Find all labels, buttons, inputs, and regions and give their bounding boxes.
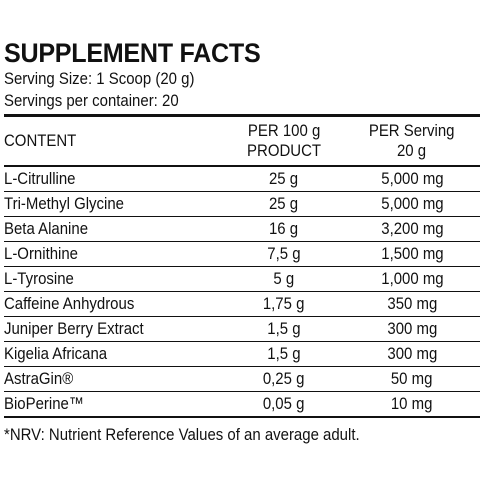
- amount-per-serving-cell: 1,500 mg: [344, 244, 480, 264]
- ingredient-name-cell: Kigelia Africana: [4, 344, 224, 364]
- amount-per-serving-cell: 350 mg: [344, 294, 480, 314]
- table-row: Tri-Methyl Glycine 25 g 5,000 mg: [4, 192, 480, 217]
- ingredient-table-body: L-Citrulline 25 g 5,000 mg Tri-Methyl Glyci…: [4, 167, 480, 416]
- amount-per-serving: 300 mg: [387, 344, 437, 363]
- ingredient-name: Caffeine Anhydrous: [4, 294, 135, 313]
- footnote: *NRV: Nutrient Reference Values of an av…: [4, 424, 480, 446]
- table-row: L-Citrulline 25 g 5,000 mg: [4, 167, 480, 192]
- amount-per-serving: 50 mg: [391, 369, 433, 388]
- amount-per-100g-cell: 7,5 g: [224, 244, 344, 264]
- amount-per-serving-cell: 50 mg: [344, 369, 480, 389]
- header-content-cell: CONTENT: [4, 117, 224, 165]
- amount-per-serving: 3,200 mg: [380, 219, 444, 238]
- table-row: BioPerine™ 0,05 g 10 mg: [4, 392, 480, 416]
- amount-per-100g-cell: 1,75 g: [224, 294, 344, 314]
- ingredient-name-cell: L-Tyrosine: [4, 269, 224, 289]
- amount-per-serving-cell: 300 mg: [344, 344, 480, 364]
- amount-per-serving: 5,000 mg: [380, 169, 444, 188]
- ingredient-name: Juniper Berry Extract: [4, 319, 144, 338]
- table-row: L-Tyrosine 5 g 1,000 mg: [4, 267, 480, 292]
- table-row: Juniper Berry Extract 1,5 g 300 mg: [4, 317, 480, 342]
- ingredient-name: L-Citrulline: [4, 169, 76, 188]
- amount-per-100g-cell: 25 g: [224, 169, 344, 189]
- header-per100-cell: PER 100 g PRODUCT: [224, 117, 344, 165]
- amount-per-100g: 5 g: [273, 269, 295, 288]
- footnote-text: *NRV: Nutrient Reference Values of an av…: [4, 425, 360, 444]
- ingredient-name-cell: Juniper Berry Extract: [4, 319, 224, 339]
- amount-per-serving-cell: 300 mg: [344, 319, 480, 339]
- divider-bottom: [4, 416, 480, 418]
- ingredient-name-cell: Caffeine Anhydrous: [4, 294, 224, 314]
- ingredient-name: Tri-Methyl Glycine: [4, 194, 124, 213]
- divider-header: [4, 165, 480, 167]
- amount-per-serving: 300 mg: [387, 319, 437, 338]
- amount-per-100g: 1,5 g: [267, 319, 301, 338]
- amount-per-100g-cell: 25 g: [224, 194, 344, 214]
- header-perserving-cell: PER Serving 20 g: [344, 117, 480, 165]
- header-per100-line2: PRODUCT: [247, 141, 321, 160]
- table-row: Kigelia Africana 1,5 g 300 mg: [4, 342, 480, 367]
- amount-per-serving: 1,000 mg: [380, 269, 444, 288]
- header-perserving-line1: PER Serving: [369, 121, 455, 140]
- header-content: CONTENT: [4, 131, 77, 150]
- label-title: SUPPLEMENT FACTS: [4, 38, 261, 68]
- ingredient-name-cell: Tri-Methyl Glycine: [4, 194, 224, 214]
- table-header: CONTENT PER 100 g PRODUCT PER Serving 20…: [4, 117, 480, 165]
- ingredient-name: L-Ornithine: [4, 244, 79, 263]
- amount-per-serving-cell: 5,000 mg: [344, 194, 480, 214]
- amount-per-100g: 1,5 g: [267, 344, 301, 363]
- header-per100-line1: PER 100 g: [247, 121, 321, 140]
- amount-per-serving-cell: 3,200 mg: [344, 219, 480, 239]
- amount-per-serving: 1,500 mg: [380, 244, 444, 263]
- table-row: L-Ornithine 7,5 g 1,500 mg: [4, 242, 480, 267]
- amount-per-100g-cell: 1,5 g: [224, 344, 344, 364]
- amount-per-100g: 25 g: [269, 194, 299, 213]
- ingredient-name-cell: Beta Alanine: [4, 219, 224, 239]
- supplement-facts-panel: SUPPLEMENT FACTS Serving Size: 1 Scoop (…: [4, 38, 480, 446]
- amount-per-100g: 16 g: [269, 219, 299, 238]
- amount-per-serving-cell: 5,000 mg: [344, 169, 480, 189]
- servings-per-container: Servings per container: 20: [4, 91, 179, 110]
- amount-per-100g-cell: 0,25 g: [224, 369, 344, 389]
- amount-per-100g: 7,5 g: [267, 244, 301, 263]
- divider-thick: [4, 114, 480, 117]
- ingredient-name-cell: AstraGin®: [4, 369, 224, 389]
- amount-per-100g: 1,75 g: [263, 294, 305, 313]
- serving-size: Serving Size: 1 Scoop (20 g): [4, 69, 195, 88]
- amount-per-100g: 0,25 g: [263, 369, 305, 388]
- ingredient-name: L-Tyrosine: [4, 269, 74, 288]
- table-row: Caffeine Anhydrous 1,75 g 350 mg: [4, 292, 480, 317]
- amount-per-serving: 10 mg: [391, 394, 433, 413]
- amount-per-serving: 350 mg: [387, 294, 437, 313]
- amount-per-serving: 5,000 mg: [380, 194, 444, 213]
- amount-per-100g-cell: 16 g: [224, 219, 344, 239]
- amount-per-serving-cell: 10 mg: [344, 394, 480, 414]
- ingredient-name-cell: L-Citrulline: [4, 169, 224, 189]
- table-row: AstraGin® 0,25 g 50 mg: [4, 367, 480, 392]
- ingredient-name-cell: L-Ornithine: [4, 244, 224, 264]
- amount-per-100g: 0,05 g: [263, 394, 305, 413]
- ingredient-name: AstraGin®: [4, 369, 74, 388]
- ingredient-name: Beta Alanine: [4, 219, 89, 238]
- ingredient-name: Kigelia Africana: [4, 344, 108, 363]
- amount-per-100g-cell: 0,05 g: [224, 394, 344, 414]
- header-perserving-line2: 20 g: [397, 141, 427, 160]
- amount-per-100g-cell: 1,5 g: [224, 319, 344, 339]
- ingredient-name: BioPerine™: [4, 394, 84, 413]
- table-row: Beta Alanine 16 g 3,200 mg: [4, 217, 480, 242]
- amount-per-100g: 25 g: [269, 169, 299, 188]
- ingredient-name-cell: BioPerine™: [4, 394, 224, 414]
- amount-per-serving-cell: 1,000 mg: [344, 269, 480, 289]
- amount-per-100g-cell: 5 g: [224, 269, 344, 289]
